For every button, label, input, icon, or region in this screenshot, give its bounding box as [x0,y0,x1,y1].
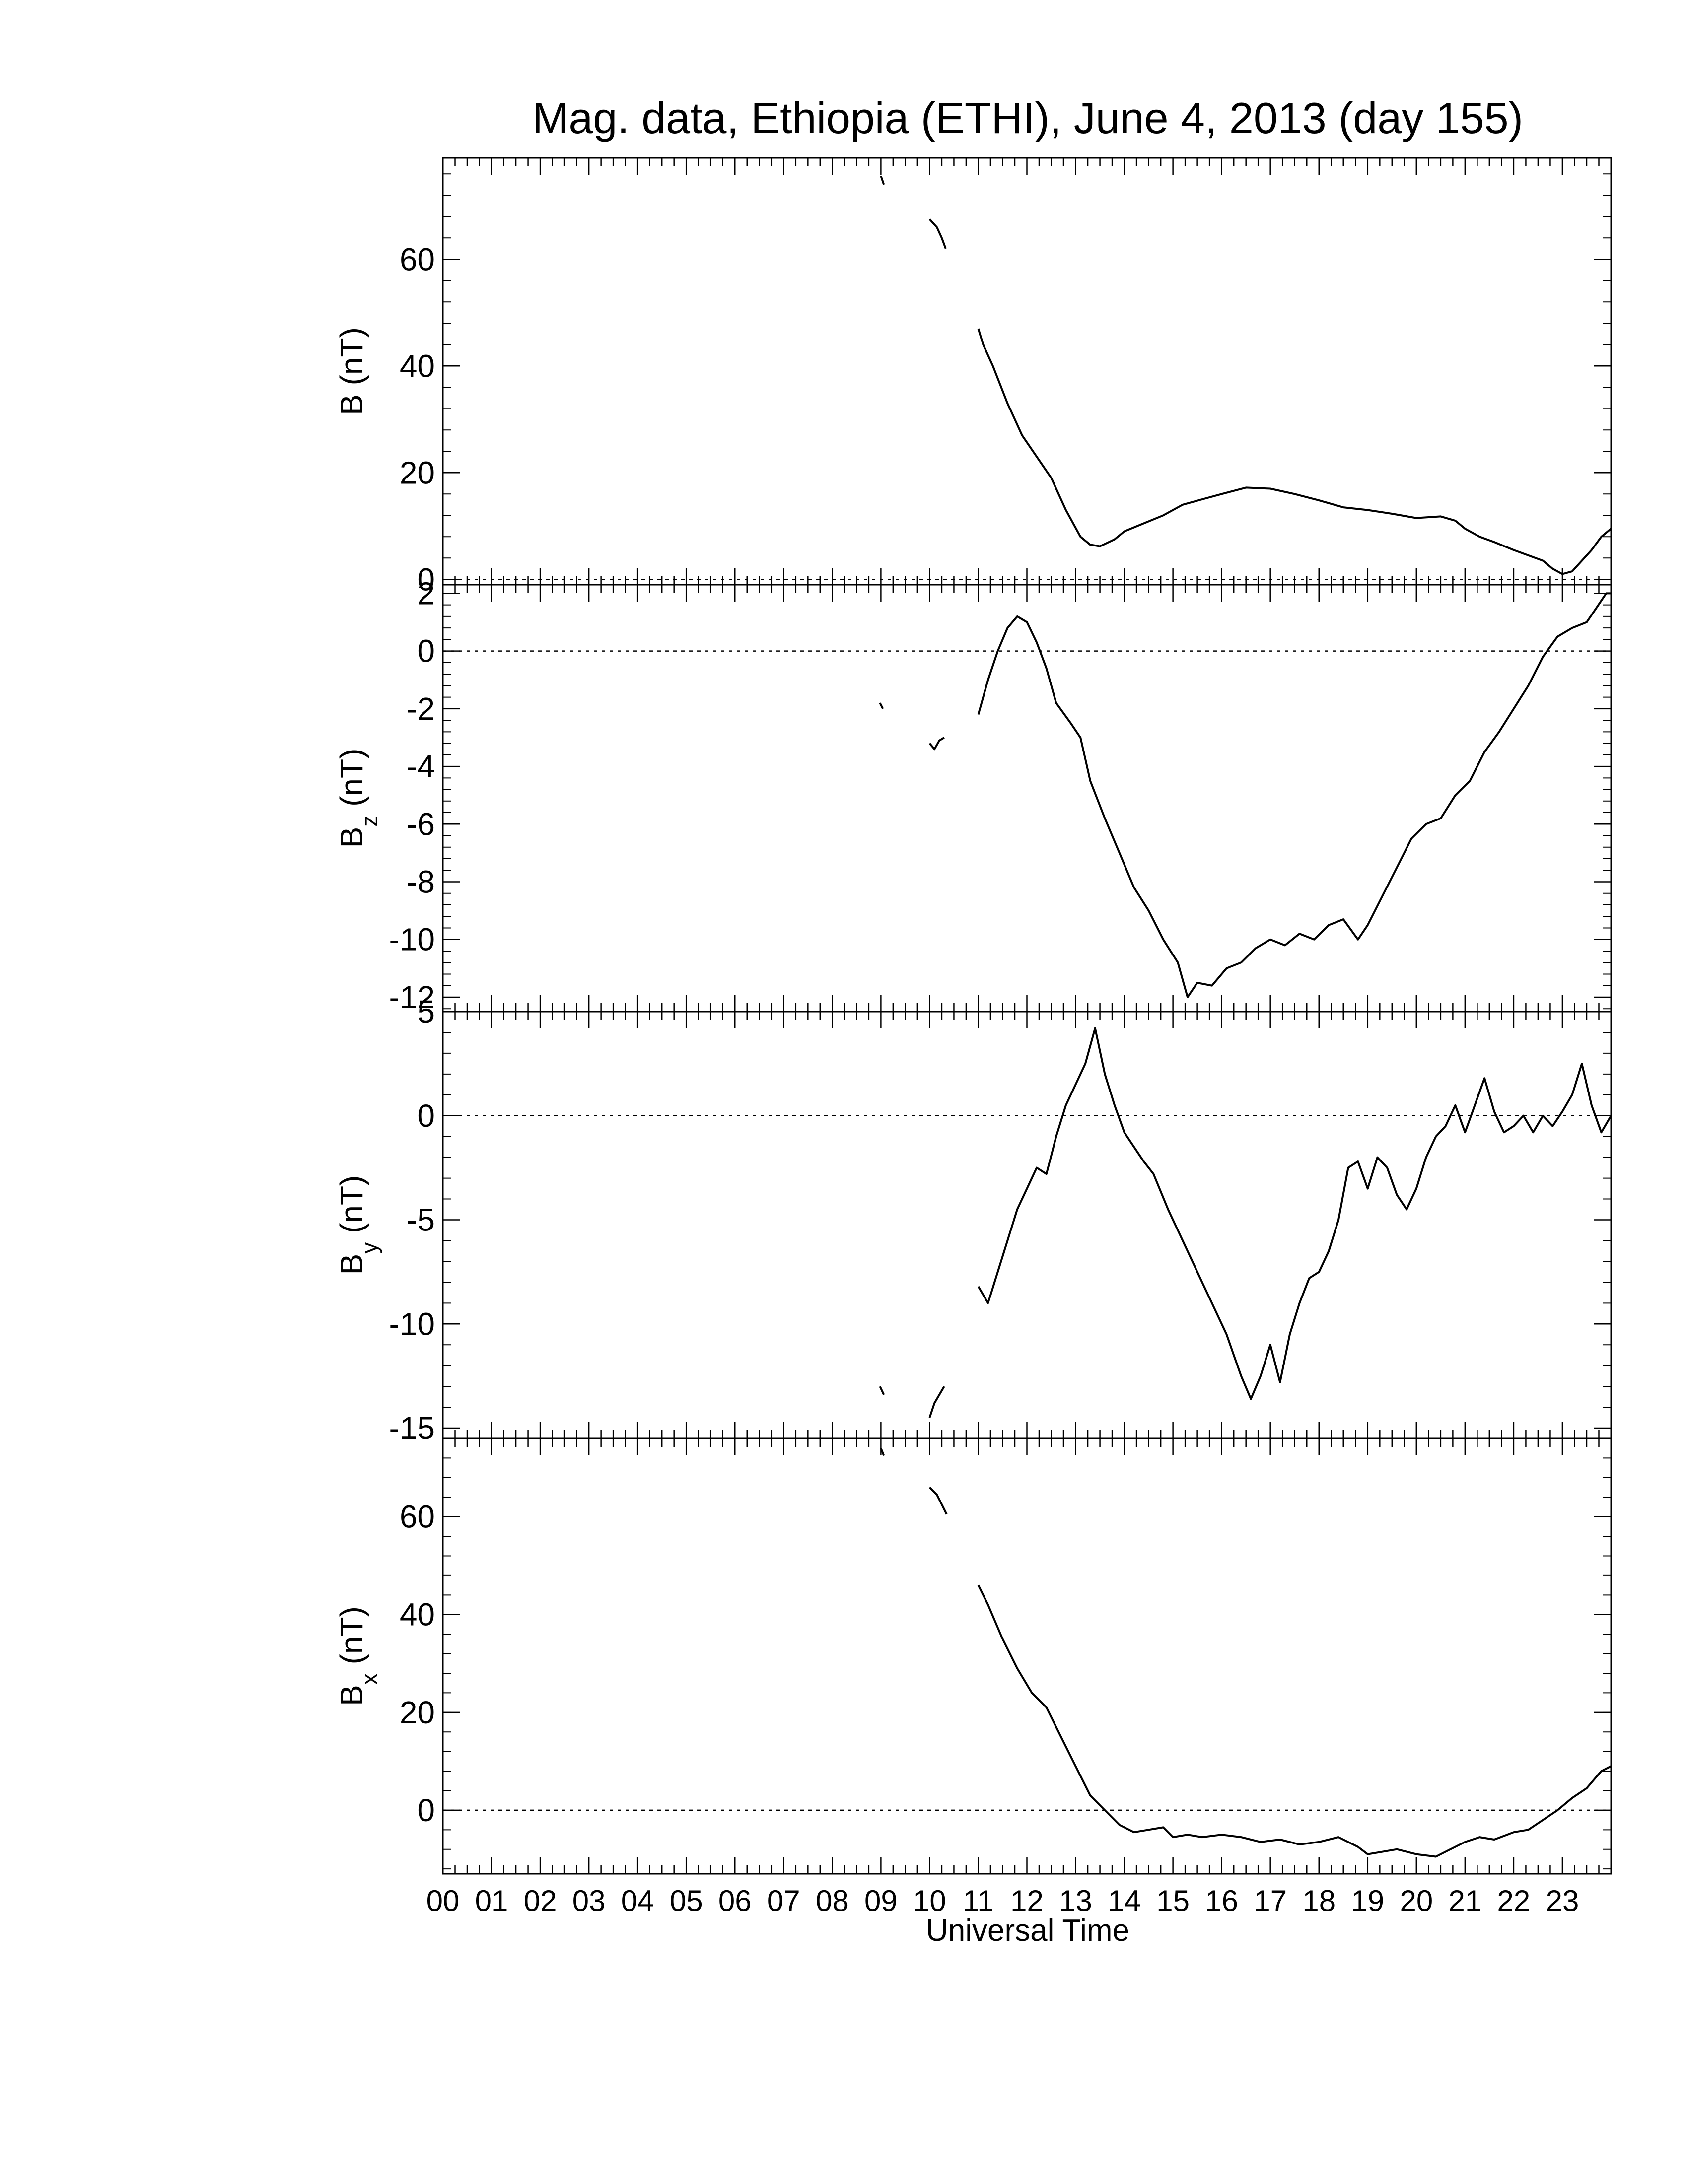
panel-by-ylabel-main: B [334,1254,369,1275]
x-tick-label-08: 08 [816,1884,849,1917]
panel-by-series-segment-1 [928,1386,945,1418]
panel-by-ylabel-unit: (nT) [334,1175,369,1242]
x-tick-label-10: 10 [913,1884,946,1917]
panel-bx-ytick-label: 20 [400,1695,435,1730]
x-tick-label-03: 03 [572,1884,606,1917]
panel-bx-ytick-label: 0 [417,1792,435,1828]
panel-b-series-segment-2 [977,328,1612,575]
panel-b-series-segment-0 [880,175,885,185]
panel-by-ytick-label: -15 [389,1410,435,1446]
x-tick-label-18: 18 [1302,1884,1336,1917]
panel-b-ytick-label: 20 [400,455,435,490]
panel-bx-series-segment-1 [928,1487,948,1515]
x-tick-label-12: 12 [1010,1884,1044,1917]
x-tick-label-00: 00 [426,1884,460,1917]
x-tick-label-15: 15 [1156,1884,1190,1917]
panel-bz-ytick-label: -6 [407,806,435,842]
panel-b-ylabel: B (nT) [334,327,369,415]
panel-bz-ytick-label: -8 [407,864,435,900]
x-tick-label-09: 09 [864,1884,898,1917]
panel-bz-ytick-label: -10 [389,922,435,957]
panel-by: 5 0 -5 -10 -15 By (nT) [334,994,1612,1446]
panel-bz-ytick-label: -2 [407,691,435,727]
x-tick-label-06: 06 [718,1884,752,1917]
panel-bz-ytick-label: 0 [417,633,435,669]
panel-bz-ytick-label: -12 [389,979,435,1015]
panel-bx-frame [442,1437,1612,1875]
panel-bz: 2 0 -2 -4 -6 -8 -10 -12 Bz (nT) [334,575,1612,1015]
x-tick-label-17: 17 [1254,1884,1287,1917]
x-tick-label-23: 23 [1546,1884,1579,1917]
panel-bx-ytick-label: 60 [400,1499,435,1535]
panel-b-ytick-label: 60 [400,241,435,277]
figure-title: Mag. data, Ethiopia (ETHI), June 4, 2013… [532,93,1523,142]
panel-b-ylabel-unit: (nT) [334,327,369,394]
panel-bx-ytick-label: 40 [400,1597,435,1633]
x-tick-label-05: 05 [670,1884,703,1917]
panel-b: 0 20 40 60 B (nT) [334,157,1612,597]
x-tick-label-04: 04 [621,1884,654,1917]
panel-bz-ylabel: Bz (nT) [334,749,382,848]
panel-bx-series-segment-2 [977,1584,1612,1858]
panel-bx-ylabel-main: B [334,1685,369,1706]
panel-b-ylabel-main: B [334,394,369,415]
panel-bz-ytick-label: 2 [417,575,435,611]
panel-b-ytick-label: 0 [417,561,435,597]
panel-by-ytick-label: -10 [389,1306,435,1342]
panel-bx-ylabel: Bx (nT) [334,1606,382,1706]
panel-b-series-segment-1 [928,218,947,249]
panel-bz-series-segment-0 [879,702,884,709]
x-tick-label-16: 16 [1205,1884,1238,1917]
panel-by-ylabel-sub: y [356,1242,382,1254]
x-tick-label-19: 19 [1351,1884,1384,1917]
x-tick-label-13: 13 [1059,1884,1092,1917]
panel-by-ylabel: By (nT) [334,1175,382,1275]
panel-by-ytick-label: -5 [407,1202,435,1238]
panel-bz-ylabel-main: B [334,827,369,848]
x-tick-label-01: 01 [475,1884,508,1917]
x-tick-label-14: 14 [1108,1884,1141,1917]
panel-by-ytick-label: 5 [417,994,435,1029]
panel-b-frame [442,157,1612,586]
panel-by-ytick-label: 0 [417,1098,435,1134]
x-tick-label-22: 22 [1497,1884,1531,1917]
panel-by-frame [442,1011,1612,1439]
panel-bx-series-segment-0 [880,1447,885,1456]
panel-bz-frame [442,584,1612,1013]
x-tick-label-20: 20 [1400,1884,1433,1917]
panel-bz-series-segment-2 [977,592,1611,998]
x-tick-label-21: 21 [1449,1884,1482,1917]
panel-bx-ylabel-sub: x [356,1673,382,1685]
panel-by-series-segment-0 [879,1386,885,1395]
x-tick-label-07: 07 [767,1884,800,1917]
panel-bz-series-segment-1 [928,737,945,751]
x-axis-tick-labels: 00 01 02 03 04 05 06 07 08 09 10 11 12 13 14 15 16 17 18 19… [426,1884,1579,1917]
panel-by-series-segment-2 [977,1027,1612,1400]
panel-bx-ylabel-unit: (nT) [334,1606,369,1673]
panel-bz-ytick-label: -4 [407,749,435,784]
x-tick-label-11: 11 [963,1884,993,1917]
x-tick-label-02: 02 [524,1884,557,1917]
panel-b-ytick-label: 40 [400,348,435,384]
x-axis-label: Universal Time [926,1913,1129,1948]
panel-bx: 0 20 40 60 Bx (nT) [334,1437,1612,1875]
panel-bz-ylabel-unit: (nT) [334,749,369,816]
panel-bz-ylabel-sub: z [356,816,382,827]
